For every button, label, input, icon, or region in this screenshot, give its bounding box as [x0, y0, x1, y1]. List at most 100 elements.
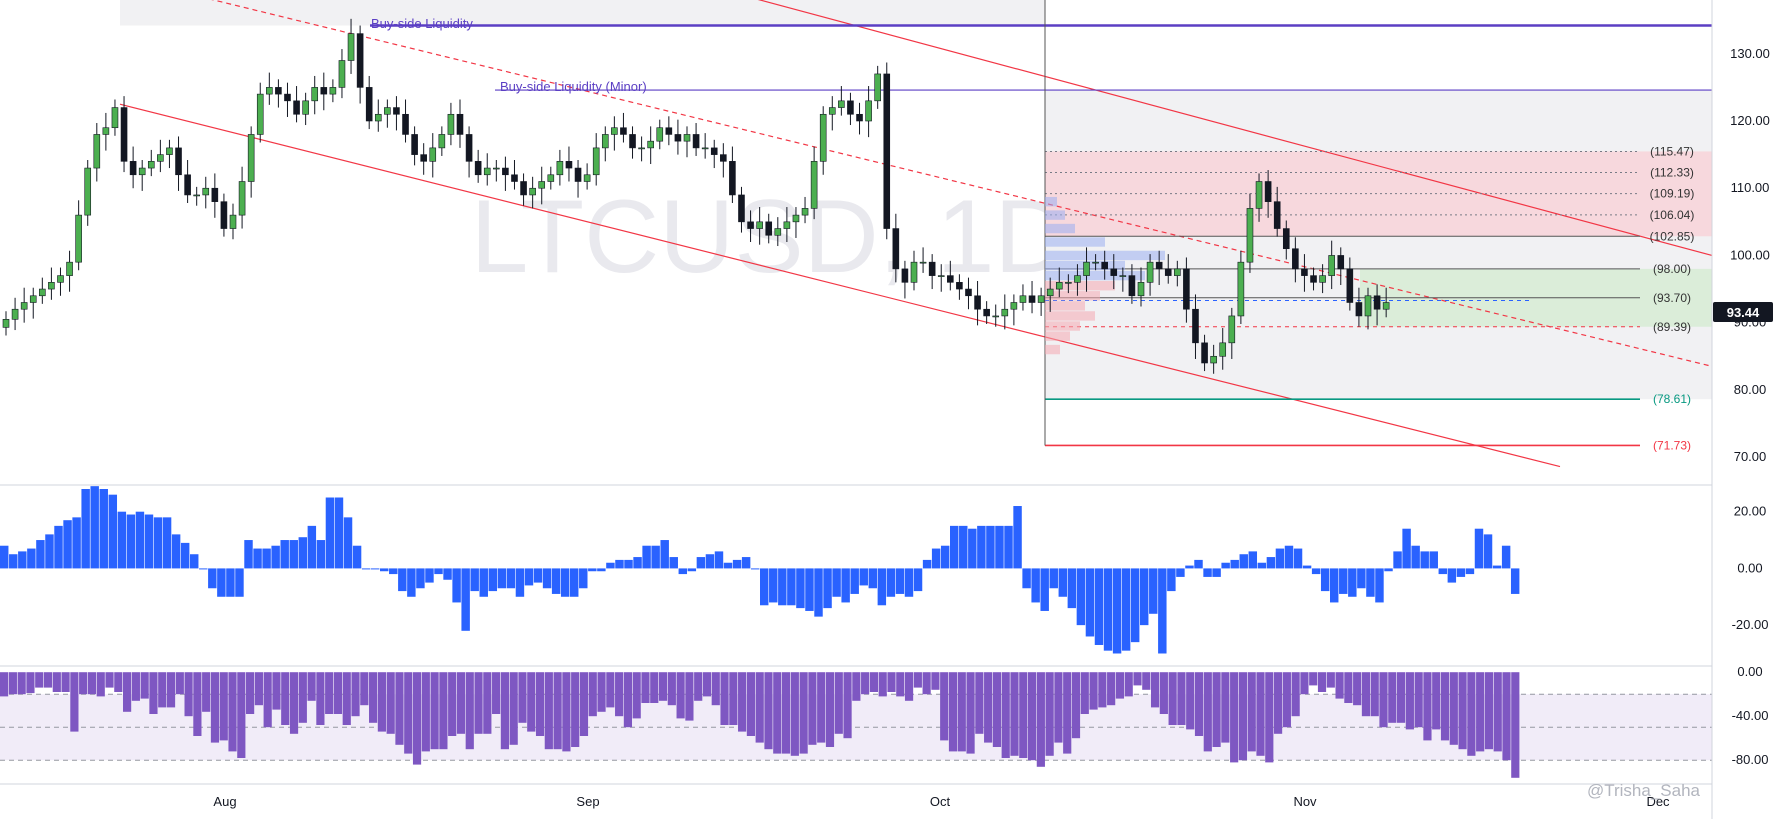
oscillator-bar — [1167, 568, 1176, 592]
candle-body — [947, 275, 954, 283]
histogram-bar — [755, 672, 764, 743]
histogram-bar — [878, 672, 887, 697]
oscillator-bar — [1483, 534, 1493, 569]
histogram-bar — [1256, 672, 1265, 756]
oscillator-bar — [1185, 565, 1194, 569]
candle-body — [1364, 295, 1372, 317]
candle-body — [39, 288, 46, 297]
histogram-bar — [500, 672, 509, 750]
histogram-bar — [1326, 672, 1335, 688]
candle-body — [483, 167, 491, 176]
oscillator-bar — [760, 568, 769, 606]
histogram-bar — [404, 672, 413, 754]
histogram-bar — [1133, 672, 1142, 686]
histogram-bar — [1150, 672, 1160, 708]
level-label: (112.33) — [1650, 166, 1694, 180]
oscillator-bar — [407, 568, 416, 597]
oscillator-bar — [289, 540, 298, 569]
histogram-bar — [175, 672, 184, 695]
oscillator-bar — [262, 548, 271, 569]
histogram-bar — [975, 672, 984, 734]
oscillator-pane — [0, 486, 1520, 654]
oscillator-bar — [497, 568, 507, 589]
oscillator-bar — [425, 568, 434, 583]
oscillator-bar — [416, 568, 425, 589]
candle-body — [838, 100, 845, 108]
histogram-bar — [1001, 672, 1010, 758]
oscillator-bar — [651, 545, 660, 569]
oscillator-bar — [1320, 568, 1330, 592]
time-axis-tick: Sep — [576, 794, 599, 809]
histogram-bar — [694, 672, 703, 701]
histogram-bar — [790, 672, 799, 756]
time-axis[interactable]: Aug Sep Oct Nov Dec — [213, 794, 1670, 809]
candle-body — [1128, 275, 1136, 297]
histogram-bar — [1511, 672, 1520, 778]
candle-body — [647, 140, 654, 149]
histogram-bar — [1440, 672, 1450, 741]
candle-body — [747, 221, 754, 229]
candles-layer[interactable] — [2, 18, 1390, 374]
histogram-bar — [421, 672, 430, 752]
candle-body — [1219, 342, 1227, 357]
candle-body — [293, 100, 300, 115]
histogram-bar — [773, 672, 782, 754]
oscillator-bar — [171, 534, 181, 569]
histogram-bar — [562, 672, 571, 752]
oscillator-bar — [1103, 568, 1113, 651]
histogram-bar — [966, 672, 975, 754]
oscillator-bar — [1510, 568, 1520, 594]
volume-profile-bar — [1045, 223, 1075, 234]
histogram-bar — [1361, 672, 1371, 717]
histogram-bar — [1265, 672, 1274, 763]
oscillator-bar — [1366, 568, 1375, 597]
oscillator-bar — [1438, 568, 1448, 575]
candle-body — [429, 147, 437, 162]
oscillator-bar — [515, 568, 525, 597]
oscillator-bar — [922, 559, 932, 569]
candle-body — [1246, 208, 1254, 263]
histogram-bar — [869, 672, 879, 692]
oscillator-bar — [1022, 568, 1031, 589]
histogram-bar — [448, 672, 457, 736]
candle-body — [1337, 255, 1345, 270]
histogram-bar — [35, 672, 44, 688]
oscillator-bar — [732, 559, 742, 569]
histogram-bar — [667, 672, 676, 706]
oscillator-bar — [1049, 568, 1058, 589]
oscillator-bar — [1221, 562, 1230, 569]
histogram-bar — [1502, 672, 1511, 761]
oscillator-bar — [506, 568, 516, 589]
histogram-bar — [1476, 672, 1485, 752]
histogram-bar — [202, 672, 211, 712]
volume-profile-bar — [1045, 301, 1085, 311]
histogram-bar — [184, 672, 193, 717]
oscillator-bar — [769, 568, 778, 603]
histogram-bar — [940, 672, 949, 741]
oscillator-bar — [950, 525, 959, 569]
candle-body — [1155, 261, 1163, 270]
histogram-bar — [861, 672, 870, 695]
oscillator-bar — [624, 559, 633, 569]
candle-body — [919, 261, 927, 264]
oscillator-bar — [841, 568, 850, 603]
histogram-bar — [623, 672, 633, 728]
candle-body — [601, 134, 609, 149]
watermark-symbol: LTCUSD, 1D — [470, 179, 1069, 295]
oscillator-bar — [678, 568, 688, 575]
histogram-bar — [123, 672, 132, 712]
oscillator-axis-tick: 20.00 — [1734, 504, 1767, 519]
candle-body — [347, 33, 355, 61]
oscillator-bar — [72, 517, 81, 569]
candle-body — [1319, 275, 1326, 283]
histogram-bar — [1344, 672, 1353, 703]
histogram-bar — [272, 672, 281, 710]
histogram-bar — [70, 672, 79, 732]
histogram-bar — [289, 672, 299, 734]
oscillator-bar — [642, 545, 651, 569]
candle-body — [374, 113, 382, 122]
candle-body — [956, 282, 963, 290]
histogram-bar — [1458, 672, 1467, 750]
oscillator-bar — [452, 568, 461, 603]
